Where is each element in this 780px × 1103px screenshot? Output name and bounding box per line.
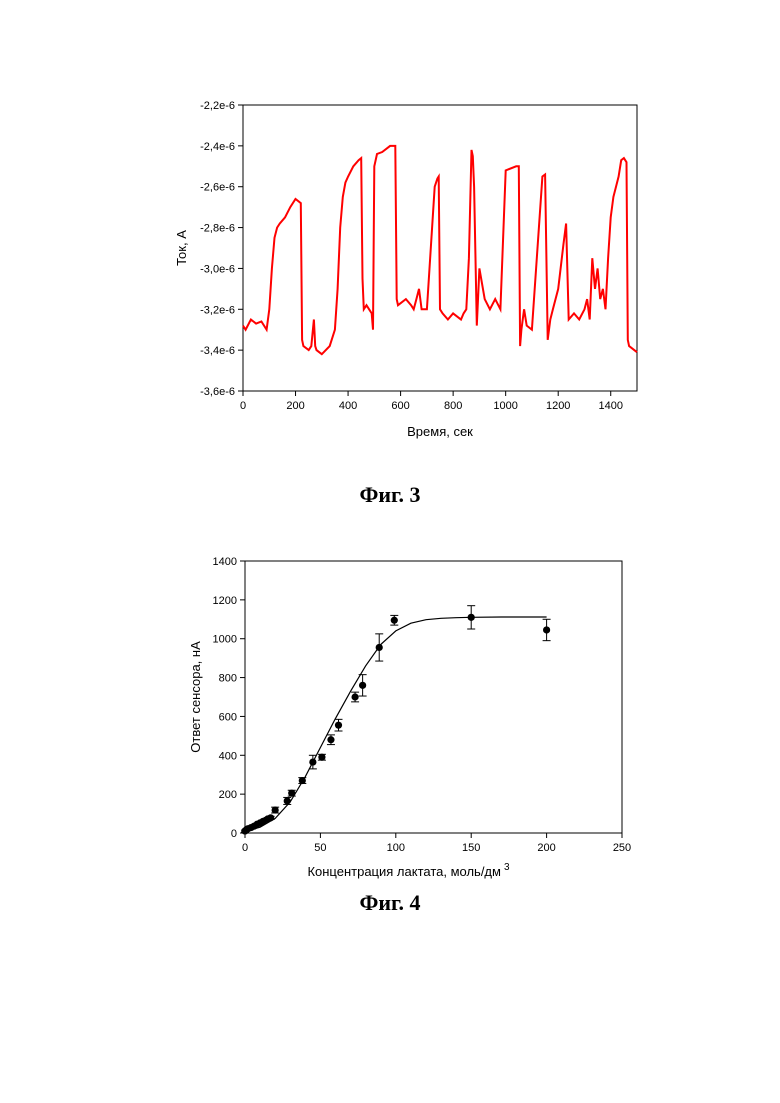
data-point (391, 617, 398, 624)
data-points-group (241, 606, 551, 835)
data-point (299, 777, 306, 784)
chart3-y-tick-label: -3,2e-6 (200, 304, 235, 316)
current-time-chart: 0 200 400 600 800 1000 1200 1400 -2,2e-6 -2,4e-6 -… (0, 90, 780, 460)
chart4-x-axis-label: Концентрация лактата, моль/дм3 (307, 862, 510, 879)
chart4-x-axis-label-sup: 3 (504, 862, 510, 873)
chart4-y-tick-label: 200 (219, 789, 237, 801)
chart3-x-tick-label: 0 (240, 400, 246, 412)
data-point (318, 754, 325, 761)
chart3-x-tick-label: 200 (286, 400, 304, 412)
data-point (359, 682, 366, 689)
chart4-y-tick-label: 1200 (213, 595, 237, 607)
sensor-response-chart: 0 50 100 150 200 250 0 200 400 600 800 1000 1200 1400… (0, 550, 780, 890)
data-point (376, 644, 383, 651)
data-point (468, 614, 475, 621)
data-point (272, 806, 279, 813)
chart4-y-tick-label: 0 (231, 828, 237, 840)
chart3-y-tick-label: -3,6e-6 (200, 386, 235, 398)
data-point (267, 814, 274, 821)
chart4-y-tick-label: 1400 (213, 556, 237, 568)
chart4-x-tick-label: 100 (387, 842, 405, 854)
data-point (284, 797, 291, 804)
chart4-y-axis-label: Ответ сенсора, нА (188, 641, 203, 753)
chart3-y-tick-label: -3,0e-6 (200, 263, 235, 275)
chart3-y-axis-label: Ток, А (174, 230, 189, 266)
data-point (335, 722, 342, 729)
data-point (543, 626, 550, 633)
chart4-y-tick-label: 800 (219, 673, 237, 685)
chart4-x-tick-label: 250 (613, 842, 631, 854)
chart3-x-tick-label: 600 (391, 400, 409, 412)
chart3-x-tick-label: 1400 (598, 400, 622, 412)
chart3-y-tick-label: -2,6e-6 (200, 182, 235, 194)
chart3-x-axis-label: Время, сек (407, 424, 473, 439)
chart4-y-tick-label: 600 (219, 711, 237, 723)
chart3-axes: 0 200 400 600 800 1000 1200 1400 -2,2e-6 -2,4e-6 -… (200, 100, 637, 412)
chart3-x-tick-label: 1000 (493, 400, 517, 412)
chart3-x-tick-label: 1200 (546, 400, 570, 412)
chart4-x-axis-label-text: Концентрация лактата, моль/дм (307, 864, 501, 879)
chart4-x-tick-label: 0 (242, 842, 248, 854)
current-series-line (243, 146, 637, 354)
chart4-x-tick-label: 50 (314, 842, 326, 854)
chart4-y-tick-label: 400 (219, 750, 237, 762)
figure-3-caption: Фиг. 3 (0, 482, 780, 508)
chart4-plot-frame (245, 561, 622, 833)
figure-4-caption: Фиг. 4 (0, 890, 780, 916)
chart3-y-tick-label: -2,2e-6 (200, 100, 235, 112)
chart3-y-tick-label: -3,4e-6 (200, 345, 235, 357)
data-point (288, 790, 295, 797)
chart4-x-tick-label: 200 (537, 842, 555, 854)
data-point (327, 736, 334, 743)
chart3-x-tick-label: 400 (339, 400, 357, 412)
chart3-y-tick-label: -2,8e-6 (200, 223, 235, 235)
chart3-y-tick-label: -2,4e-6 (200, 141, 235, 153)
data-point (351, 693, 358, 700)
data-point (309, 758, 316, 765)
chart4-y-tick-label: 1000 (213, 634, 237, 646)
chart3-x-tick-label: 800 (444, 400, 462, 412)
chart4-x-tick-label: 150 (462, 842, 480, 854)
